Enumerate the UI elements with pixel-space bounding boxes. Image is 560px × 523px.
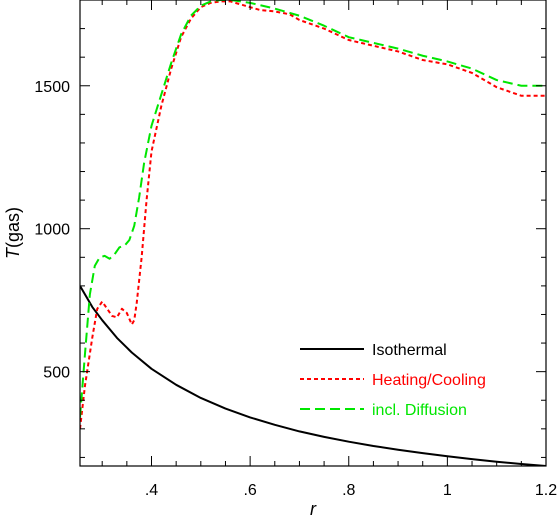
plot-layer bbox=[80, 0, 546, 466]
legend: Isothermal Heating/Cooling incl. Diffusion bbox=[300, 342, 486, 419]
series-line-heating-cooling bbox=[80, 0, 546, 429]
legend-label-heating-cooling: Heating/Cooling bbox=[372, 372, 486, 389]
x-tick-label: 1 bbox=[443, 482, 452, 499]
y-tick-label: 1500 bbox=[34, 79, 70, 96]
series-line-isothermal bbox=[80, 285, 546, 466]
plot-frame bbox=[79, 0, 547, 467]
y-tick-label: 500 bbox=[43, 365, 70, 382]
series-line-incl-diffusion bbox=[80, 0, 546, 418]
legend-label-isothermal: Isothermal bbox=[372, 342, 447, 359]
x-tick-label: 1.2 bbox=[535, 482, 557, 499]
y-axis-label-italic: T bbox=[3, 246, 23, 259]
x-tick-label: .4 bbox=[145, 482, 158, 499]
x-axis-label: r bbox=[310, 499, 317, 519]
legend-label-incl-diffusion: incl. Diffusion bbox=[372, 402, 467, 419]
x-tick-label: .8 bbox=[342, 482, 355, 499]
y-axis-label-rest: (gas) bbox=[3, 207, 23, 248]
x-tick-label: .6 bbox=[243, 482, 256, 499]
y-axis-label: T(gas) bbox=[3, 207, 23, 259]
tick-labels-layer: .4 .6 .8 1 1.2 500 1000 1500 bbox=[34, 79, 557, 499]
y-tick-label: 1000 bbox=[34, 222, 70, 239]
